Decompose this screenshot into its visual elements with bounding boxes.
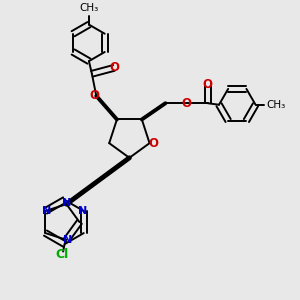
Text: N: N xyxy=(42,206,52,216)
Text: O: O xyxy=(109,61,119,74)
Text: CH₃: CH₃ xyxy=(79,3,99,14)
Text: O: O xyxy=(148,137,158,150)
Text: O: O xyxy=(182,97,192,110)
Text: Cl: Cl xyxy=(55,248,68,261)
Text: O: O xyxy=(203,78,213,91)
Text: CH₃: CH₃ xyxy=(267,100,286,110)
Text: N: N xyxy=(63,235,73,245)
Text: N: N xyxy=(78,206,87,216)
Text: O: O xyxy=(90,89,100,102)
Text: N: N xyxy=(62,198,71,208)
